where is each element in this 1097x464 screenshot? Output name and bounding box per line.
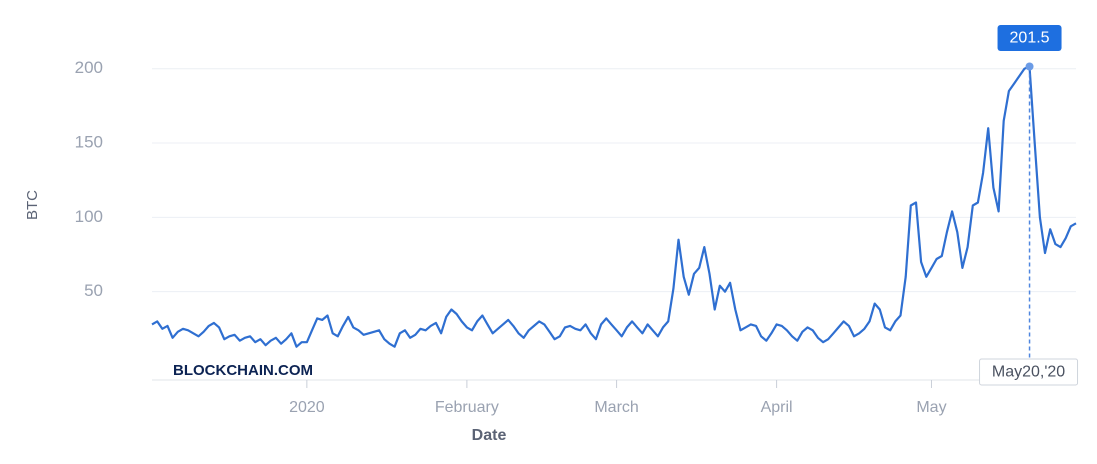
peak-label-box	[997, 25, 1062, 51]
peak-point	[1025, 62, 1034, 71]
y-tick-label: 50	[84, 281, 103, 300]
x-tick-label: March	[594, 399, 638, 416]
date-label-box	[979, 358, 1079, 386]
peak-label: 201.5	[1010, 30, 1050, 47]
x-tick-label: May	[916, 399, 946, 416]
watermark: BLOCKCHAIN.COM	[173, 362, 313, 379]
x-tick-label: February	[435, 399, 499, 416]
date-label: May20,'20	[992, 364, 1065, 381]
data-line	[151, 65, 1077, 348]
x-axis-label: Date	[472, 427, 507, 444]
y-tick-label: 150	[75, 133, 103, 152]
y-tick-label: 200	[75, 58, 103, 77]
x-tick-label: 2020	[289, 399, 325, 416]
y-axis-label: BTC	[24, 190, 41, 220]
y-tick-label: 100	[75, 207, 103, 226]
x-tick-label: April	[761, 399, 793, 416]
